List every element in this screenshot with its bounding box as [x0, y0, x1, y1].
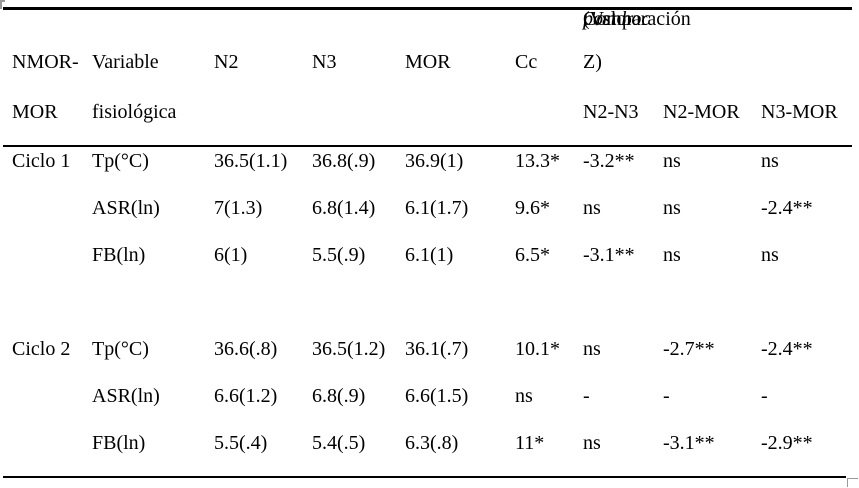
- header-n3: N3: [312, 51, 337, 73]
- cell-n2-n3: -: [583, 385, 590, 407]
- cell-cc: ns: [515, 385, 533, 407]
- header-line-2: NMOR- Variable N2 N3 MOR Cc Z): [0, 49, 859, 75]
- header-line-3: MOR fisiológica N2-N3 N2-MOR N3-MOR: [0, 99, 859, 125]
- cell-n2-n3: ns: [583, 338, 601, 360]
- header-mor: MOR: [405, 51, 451, 73]
- cell-variable: FB(ln): [92, 244, 146, 266]
- cell-n2-mor: ns: [663, 150, 681, 172]
- header-cc: Cc: [515, 51, 538, 73]
- header-nmor-mor: NMOR-: [12, 51, 79, 73]
- cell-n2: 36.5(1.1): [214, 150, 288, 172]
- header-posthoc-italic: post hoc: [583, 8, 651, 30]
- cell-mor: 6.6(1.5): [405, 385, 469, 407]
- cell-n2-mor: -2.7**: [663, 338, 715, 360]
- header-sub-n3-mor: N3-MOR: [761, 101, 838, 123]
- cell-cc: 10.1*: [515, 338, 560, 360]
- header-variable-line2: fisiológica: [92, 101, 177, 123]
- cell-n3: 5.5(.9): [312, 244, 366, 266]
- cell-n2-mor: ns: [663, 197, 681, 219]
- cell-n2-mor: -: [663, 385, 670, 407]
- cell-n3: 36.8(.9): [312, 150, 376, 172]
- cell-variable: Tp(°C): [92, 338, 149, 360]
- table-bottom-rule: [3, 476, 846, 478]
- cell-cycle: Ciclo 2: [12, 338, 71, 360]
- cell-variable: Tp(°C): [92, 150, 149, 172]
- header-n2: N2: [214, 51, 239, 73]
- cell-n3-mor: ns: [761, 244, 779, 266]
- cell-cc: 6.5*: [515, 244, 550, 266]
- cell-mor: 36.9(1): [405, 150, 464, 172]
- header-posthoc-suffix: (Valor: [583, 8, 633, 30]
- cell-cc: 11*: [515, 432, 545, 454]
- table-resize-handle-bottom-right: [847, 478, 858, 487]
- cell-n3-mor: -2.4**: [761, 197, 813, 219]
- table-row: ASR(ln) 6.6(1.2) 6.8(.9) 6.6(1.5) ns - -…: [0, 383, 859, 409]
- cell-n2: 7(1.3): [214, 197, 263, 219]
- header-sub-n2-n3: N2-N3: [583, 101, 639, 123]
- table-header-rule: [3, 145, 852, 147]
- table-row: FB(ln) 6(1) 5.5(.9) 6.1(1) 6.5* -3.1** n…: [0, 242, 859, 268]
- table-row: ASR(ln) 7(1.3) 6.8(1.4) 6.1(1.7) 9.6* ns…: [0, 195, 859, 221]
- table-row: Ciclo 1 Tp(°C) 36.5(1.1) 36.8(.9) 36.9(1…: [0, 148, 859, 174]
- cell-mor: 6.3(.8): [405, 432, 459, 454]
- cell-n3-mor: ns: [761, 150, 779, 172]
- cell-n3-mor: -2.4**: [761, 338, 813, 360]
- header-variable: Variable: [92, 51, 159, 73]
- cell-n2-n3: -3.2**: [583, 150, 635, 172]
- cell-n3: 6.8(1.4): [312, 197, 376, 219]
- header-group-line: Comparación post hoc (Valor: [0, 6, 859, 32]
- cell-n2-n3: ns: [583, 197, 601, 219]
- header-posthoc-prefix: Comparación: [583, 8, 691, 30]
- cell-variable: ASR(ln): [92, 385, 160, 407]
- cell-n3: 36.5(1.2): [312, 338, 386, 360]
- cell-mor: 6.1(1): [405, 244, 454, 266]
- table-row: FB(ln) 5.5(.4) 5.4(.5) 6.3(.8) 11* ns -3…: [0, 430, 859, 456]
- header-nmor-mor-line2: MOR: [12, 101, 58, 123]
- cell-mor: 6.1(1.7): [405, 197, 469, 219]
- cell-n2-mor: -3.1**: [663, 432, 715, 454]
- cell-n3-mor: -: [761, 385, 768, 407]
- table-top-rule: [3, 7, 852, 10]
- cell-n3-mor: -2.9**: [761, 432, 813, 454]
- cell-n2-mor: ns: [663, 244, 681, 266]
- table-row: Ciclo 2 Tp(°C) 36.6(.8) 36.5(1.2) 36.1(.…: [0, 336, 859, 362]
- cell-n2-n3: ns: [583, 432, 601, 454]
- cell-n2-n3: -3.1**: [583, 244, 635, 266]
- cell-variable: FB(ln): [92, 432, 146, 454]
- cell-n3: 5.4(.5): [312, 432, 366, 454]
- cell-variable: ASR(ln): [92, 197, 160, 219]
- table-handle-top-left: [0, 0, 5, 9]
- header-sub-n2-mor: N2-MOR: [663, 101, 740, 123]
- cell-n2: 6(1): [214, 244, 248, 266]
- cell-cc: 13.3*: [515, 150, 560, 172]
- cell-cc: 9.6*: [515, 197, 550, 219]
- cell-n2: 36.6(.8): [214, 338, 278, 360]
- cell-n3: 6.8(.9): [312, 385, 366, 407]
- cell-n2: 6.6(1.2): [214, 385, 278, 407]
- cell-cycle: Ciclo 1: [12, 150, 71, 172]
- header-posthoc-cont: Z): [583, 51, 602, 73]
- cell-n2: 5.5(.4): [214, 432, 268, 454]
- cell-mor: 36.1(.7): [405, 338, 469, 360]
